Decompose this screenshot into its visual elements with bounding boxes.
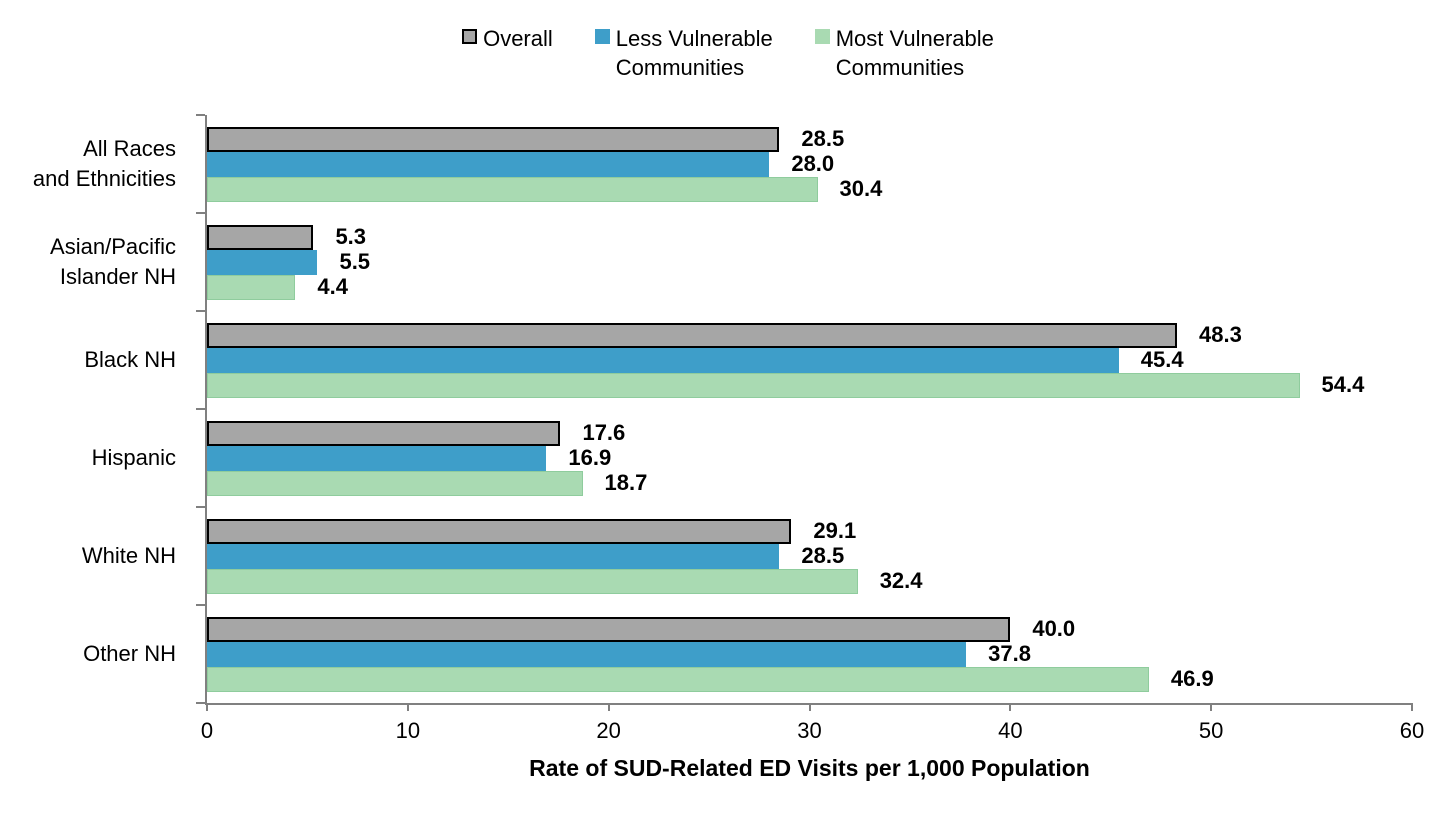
x-axis-tick xyxy=(1210,703,1213,711)
legend-label-overall: Overall xyxy=(483,26,553,51)
value-label-less-vulnerable-communities-asian-pacific-islander-nh: 5.5 xyxy=(339,249,371,274)
bar-less-vulnerable-communities-white-nh xyxy=(207,543,780,569)
y-axis-tick xyxy=(196,310,205,312)
bar-overall-white-nh xyxy=(207,518,792,544)
value-label-most-vulnerable-communities-hispanic: 18.7 xyxy=(604,470,648,495)
x-axis-tick xyxy=(1411,703,1413,711)
value-label-overall-all-races-and-ethnicities: 28.5 xyxy=(801,126,845,151)
value-label-less-vulnerable-communities-white-nh: 28.5 xyxy=(801,543,845,568)
value-label-less-vulnerable-communities-other-nh: 37.8 xyxy=(988,641,1031,666)
value-label-overall-white-nh: 29.1 xyxy=(813,518,857,543)
value-label-most-vulnerable-communities-all-races-and-ethnicities: 30.4 xyxy=(839,176,883,201)
x-axis-tick-label-50: 50 xyxy=(1198,718,1224,743)
legend-item-less-vulnerable-communities: Less Vulnerable Communities xyxy=(594,24,773,82)
x-axis-tick xyxy=(607,703,610,711)
bar-less-vulnerable-communities-other-nh xyxy=(207,641,967,667)
legend-label-less-vulnerable-communities: Less Vulnerable Communities xyxy=(615,26,773,80)
category-label-black-nh: Black NH xyxy=(84,347,176,372)
category-label-all-races-and-ethnicities: All Races and Ethnicities xyxy=(32,136,176,191)
bar-overall-asian-pacific-islander-nh xyxy=(207,224,314,250)
bar-overall-hispanic xyxy=(207,420,561,446)
value-label-most-vulnerable-communities-other-nh: 46.9 xyxy=(1170,666,1214,691)
bar-most-vulnerable-communities-hispanic xyxy=(207,470,583,496)
value-label-overall-asian-pacific-islander-nh: 5.3 xyxy=(335,224,367,249)
value-label-overall-other-nh: 40.0 xyxy=(1032,616,1076,641)
value-label-less-vulnerable-communities-hispanic: 16.9 xyxy=(568,445,612,470)
category-label-other-nh: Other NH xyxy=(83,641,176,666)
y-axis-tick xyxy=(196,702,205,704)
y-axis-tick xyxy=(196,604,205,606)
y-axis-tick xyxy=(196,114,205,116)
x-axis-tick-label-10: 10 xyxy=(395,718,421,743)
category-label-hispanic: Hispanic xyxy=(91,445,176,470)
category-label-asian-pacific-islander-nh: Asian/Pacific Islander NH xyxy=(50,234,176,289)
legend-label-most-vulnerable-communities: Most Vulnerable Communities xyxy=(835,26,994,80)
bar-most-vulnerable-communities-black-nh xyxy=(207,372,1300,398)
value-label-most-vulnerable-communities-white-nh: 32.4 xyxy=(879,568,923,593)
bar-less-vulnerable-communities-black-nh xyxy=(207,347,1119,373)
bar-most-vulnerable-communities-asian-pacific-islander-nh xyxy=(207,274,296,300)
value-label-overall-hispanic: 17.6 xyxy=(582,420,626,445)
x-axis-tick-label-0: 0 xyxy=(200,718,214,743)
legend-item-most-vulnerable-communities: Most Vulnerable Communities xyxy=(814,24,994,82)
bar-overall-black-nh xyxy=(207,322,1178,348)
category-label-white-nh: White NH xyxy=(81,543,176,568)
x-axis-tick xyxy=(206,703,208,711)
legend-swatch-less-vulnerable-communities xyxy=(594,29,610,44)
y-axis-tick xyxy=(196,506,205,508)
x-axis-tick xyxy=(406,703,409,711)
x-axis-tick-label-20: 20 xyxy=(596,718,621,743)
x-axis-tick xyxy=(808,703,811,711)
value-label-less-vulnerable-communities-black-nh: 45.4 xyxy=(1140,347,1184,372)
bar-less-vulnerable-communities-all-races-and-ethnicities xyxy=(207,151,770,177)
legend: Overall Less Vulnerable Communities Most Vu… xyxy=(0,24,1456,82)
plot-area: Rate of SUD-Related ED Visits per 1,000 … xyxy=(196,114,1424,781)
legend-swatch-most-vulnerable-communities xyxy=(814,29,830,44)
value-label-overall-black-nh: 48.3 xyxy=(1199,322,1242,347)
y-axis-tick xyxy=(196,408,205,410)
legend-item-overall: Overall xyxy=(462,24,553,53)
bar-overall-all-races-and-ethnicities xyxy=(207,126,780,152)
bar-overall-other-nh xyxy=(207,616,1011,642)
legend-swatch-overall xyxy=(462,29,478,44)
bar-most-vulnerable-communities-other-nh xyxy=(207,666,1149,692)
value-label-less-vulnerable-communities-all-races-and-ethnicities: 28.0 xyxy=(791,151,835,176)
bar-most-vulnerable-communities-all-races-and-ethnicities xyxy=(207,176,818,202)
bar-less-vulnerable-communities-asian-pacific-islander-nh xyxy=(207,249,318,275)
x-axis-tick-label-60: 60 xyxy=(1399,718,1425,743)
x-axis-tick-label-40: 40 xyxy=(998,718,1023,743)
x-axis-title: Rate of SUD-Related ED Visits per 1,000 … xyxy=(529,755,1090,781)
y-axis-tick xyxy=(196,212,205,214)
x-axis-tick xyxy=(1009,703,1012,711)
value-label-most-vulnerable-communities-black-nh: 54.4 xyxy=(1321,372,1365,397)
value-label-most-vulnerable-communities-asian-pacific-islander-nh: 4.4 xyxy=(317,274,348,299)
x-axis-tick-label-30: 30 xyxy=(797,718,822,743)
bar-less-vulnerable-communities-hispanic xyxy=(207,445,547,471)
bar-most-vulnerable-communities-white-nh xyxy=(207,568,858,594)
